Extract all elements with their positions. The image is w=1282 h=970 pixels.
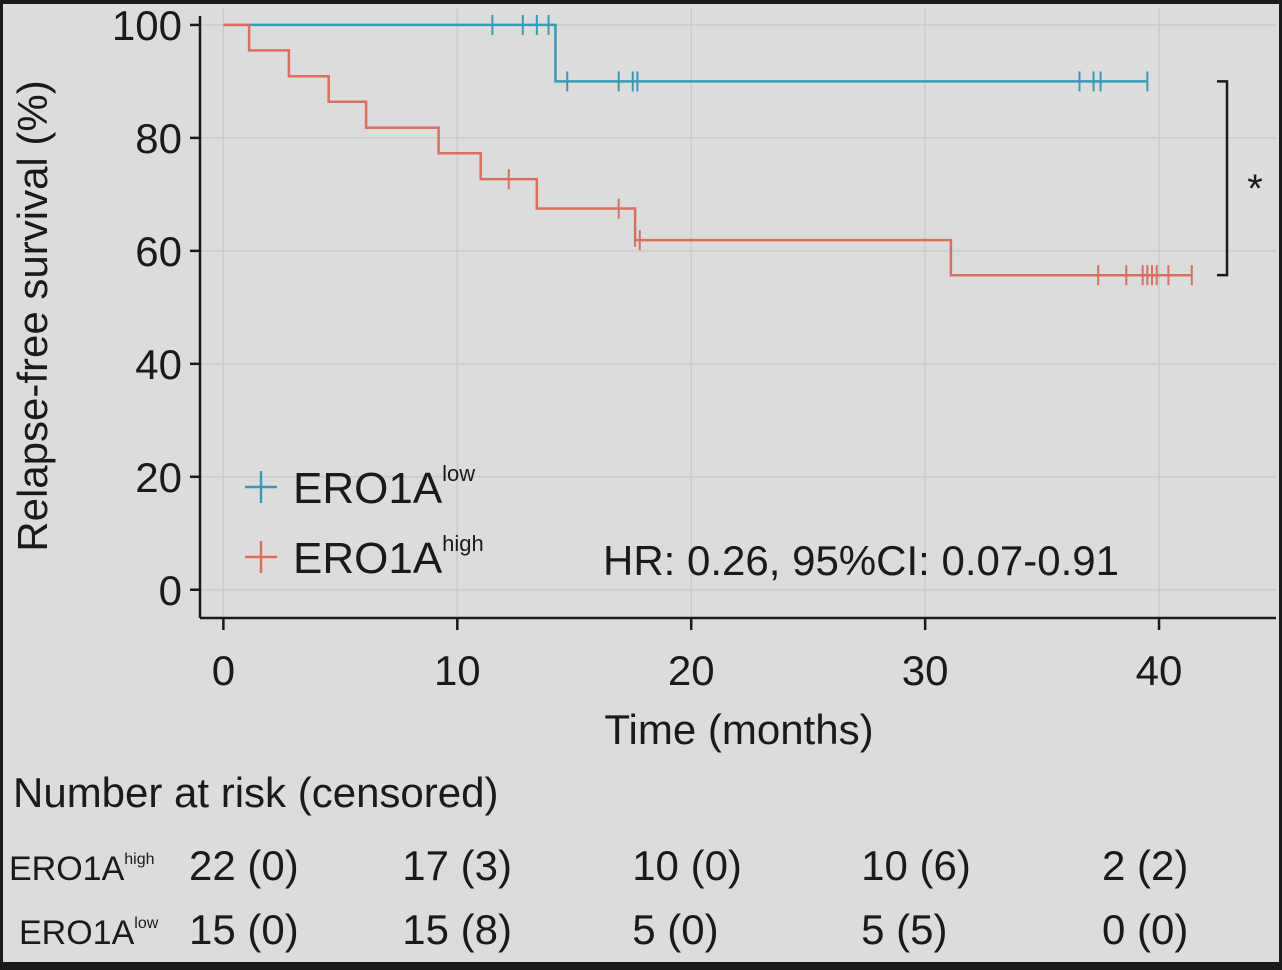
risk-cell: 10 (0) bbox=[632, 842, 742, 889]
x-tick-label: 30 bbox=[902, 647, 949, 694]
risk-cell: 0 (0) bbox=[1102, 906, 1189, 953]
legend-label-high: ERO1Ahigh bbox=[293, 531, 484, 583]
risk-row-low: ERO1Alow 15 (0) 15 (8) 5 (0) 5 (5) 0 (0) bbox=[3, 906, 1279, 966]
legend: ERO1Alow ERO1Ahigh bbox=[245, 461, 484, 583]
x-tick-label: 20 bbox=[668, 647, 715, 694]
legend-label-low: ERO1Alow bbox=[293, 461, 475, 513]
y-tick-label: 20 bbox=[135, 454, 182, 501]
series-line-low bbox=[223, 23, 1148, 83]
series-layer bbox=[223, 23, 1192, 277]
risk-cell: 10 (6) bbox=[861, 842, 971, 889]
axes: 0 20 40 60 80 100 0 10 20 30 40 bbox=[112, 4, 1276, 694]
risk-cell: 15 (0) bbox=[189, 906, 299, 953]
y-tick-label: 60 bbox=[135, 228, 182, 275]
x-axis-label: Time (months) bbox=[604, 706, 873, 753]
y-tick-label: 100 bbox=[112, 4, 182, 49]
y-tick-label: 0 bbox=[159, 567, 182, 614]
y-tick-label: 40 bbox=[135, 341, 182, 388]
figure-panel: 0 20 40 60 80 100 0 10 20 30 40 * ERO1Alow ERO1Ahig… bbox=[3, 4, 1279, 962]
risk-cell: 5 (5) bbox=[861, 906, 948, 953]
y-tick-label: 80 bbox=[135, 115, 182, 162]
x-tick-label: 10 bbox=[434, 647, 481, 694]
grid bbox=[200, 8, 1276, 618]
risk-row-high: ERO1Ahigh 22 (0) 17 (3) 10 (0) 10 (6) 2 (2) bbox=[3, 842, 1279, 902]
series-line-high bbox=[223, 23, 1192, 277]
censor-marks bbox=[491, 14, 1193, 286]
bracket-line bbox=[1217, 80, 1229, 277]
risk-row-label: ERO1Alow bbox=[19, 914, 159, 952]
risk-cell: 2 (2) bbox=[1102, 842, 1189, 889]
x-tick-label: 0 bbox=[212, 647, 235, 694]
risk-row-label: ERO1Ahigh bbox=[9, 850, 155, 888]
x-tick-label: 40 bbox=[1136, 647, 1183, 694]
risk-cell: 22 (0) bbox=[189, 842, 299, 889]
y-axis-label: Relapse-free survival (%) bbox=[9, 80, 56, 551]
risk-cell: 17 (3) bbox=[402, 842, 513, 889]
risk-table-title: Number at risk (censored) bbox=[13, 769, 499, 816]
significance-star: * bbox=[1247, 167, 1263, 211]
significance-bracket: * bbox=[1217, 80, 1263, 277]
hazard-ratio-annotation: HR: 0.26, 95%CI: 0.07-0.91 bbox=[603, 537, 1119, 584]
risk-cell: 15 (8) bbox=[402, 906, 513, 953]
km-chart: 0 20 40 60 80 100 0 10 20 30 40 * ERO1Alow ERO1Ahig… bbox=[9, 4, 1276, 753]
risk-cell: 5 (0) bbox=[632, 906, 719, 953]
